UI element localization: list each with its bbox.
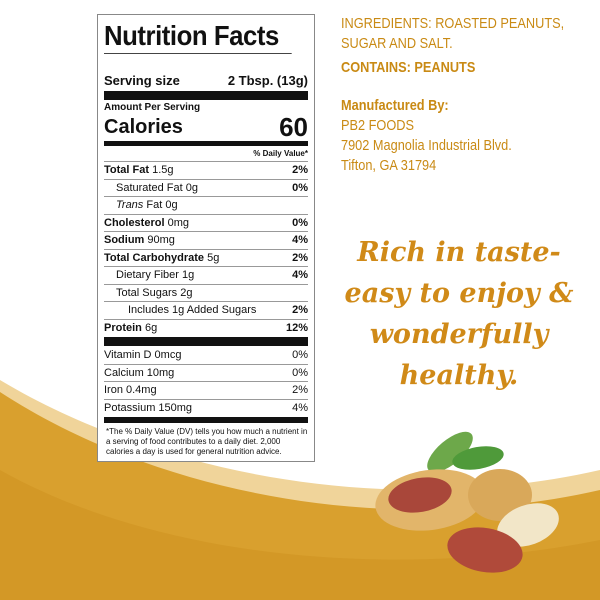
nutrient-label: Cholesterol 0mg <box>104 215 189 232</box>
nutrient-dv: 2% <box>292 304 308 316</box>
nutrient-label: Protein 6g <box>104 320 157 337</box>
peanut-illustration <box>375 431 559 573</box>
nutrient-name: Dietary Fiber <box>116 269 179 281</box>
slogan-line: wonderfully <box>369 319 549 350</box>
nutrient-dv: 12% <box>285 321 308 334</box>
calories-label: Calories <box>104 116 183 138</box>
footnote: *The % Daily Value (DV) tells you how mu… <box>106 427 308 456</box>
nutrient-amount: 1g <box>182 269 195 281</box>
serving-label: Serving size <box>104 73 180 88</box>
divider <box>104 141 308 146</box>
vitamin-dv: 4% <box>292 401 308 414</box>
nutrient-amount: 6g <box>144 321 158 334</box>
serving-size-row: Serving size 2 Tbsp. (13g) <box>104 72 308 90</box>
slogan: Rich in taste- easy to enjoy & wonderful… <box>330 232 588 396</box>
nutrient-label: Trans Fat 0g <box>116 197 178 214</box>
nutrition-title: Nutrition Facts <box>104 19 292 54</box>
nutrient-row: Sodium 90mg 4% <box>104 232 308 250</box>
nutrient-name: Saturated Fat <box>116 181 183 194</box>
amount-per-serving: Amount Per Serving <box>104 102 201 113</box>
vitamin-name: Calcium 10mg <box>104 366 175 379</box>
dv-header: % Daily Value* <box>104 147 308 162</box>
vitamin-name: Potassium 150mg <box>104 401 193 414</box>
nutrient-row: Protein 6g 12% <box>104 320 308 337</box>
slogan-line: healthy. <box>399 360 519 391</box>
vitamin-row: Iron 0.4mg 2% <box>104 382 308 400</box>
nutrient-row: Trans Fat 0g <box>104 197 308 215</box>
nutrient-row: Dietary Fiber 1g 4% <box>104 267 308 285</box>
divider <box>104 91 308 100</box>
vitamin-row: Calcium 10mg 0% <box>104 365 308 382</box>
nutrient-row: Total Carbohydrate 5g 2% <box>104 250 308 267</box>
serving-value: 2 Tbsp. (13g) <box>227 73 308 88</box>
calories-value: 60 <box>279 112 308 142</box>
nutrient-name: Protein <box>104 321 142 334</box>
nutrient-row: Total Sugars 2g <box>104 285 308 302</box>
slogan-line: Rich in taste- <box>357 237 561 268</box>
nutrient-amount: 2g <box>180 286 193 299</box>
divider <box>104 417 308 423</box>
nutrient-row: Total Fat 1.5g 2% <box>104 162 308 180</box>
manufacturer-heading: Manufactured By: <box>341 97 449 114</box>
allergen-statement: CONTAINS: PEANUTS <box>341 59 476 76</box>
nutrient-dv: 2% <box>292 164 308 176</box>
address-line: 7902 Magnolia Industrial Blvd. <box>341 137 512 154</box>
address-line: Tifton, GA 31794 <box>341 157 437 174</box>
vitamin-name: Iron 0.4mg <box>104 384 157 396</box>
nutrient-amount: 0g <box>185 181 198 194</box>
nutrient-dv: 4% <box>292 234 308 246</box>
product-info: INGREDIENTS: ROASTED PEANUTS, SUGAR AND … <box>341 14 600 176</box>
nutrient-row: Includes 1g Added Sugars 2% <box>104 302 308 320</box>
vitamin-row: Vitamin D 0mcg 0% <box>104 347 308 365</box>
vitamin-dv: 0% <box>292 349 308 361</box>
nutrient-name: Trans <box>116 199 144 211</box>
ingredients-line: INGREDIENTS: ROASTED PEANUTS, <box>341 15 565 32</box>
nutrient-label: Sodium 90mg <box>104 232 175 249</box>
nutrient-row: Cholesterol 0mg 0% <box>104 215 308 232</box>
nutrient-label: Total Carbohydrate 5g <box>104 250 219 267</box>
calories-row: Calories 60 <box>104 114 308 140</box>
manufacturer-name: PB2 FOODS <box>341 117 414 134</box>
nutrient-dv: 4% <box>292 269 308 281</box>
nutrient-amount: 5g <box>207 251 220 264</box>
nutrient-amount: 90mg <box>147 234 175 246</box>
vitamin-dv: 0% <box>292 366 308 379</box>
nutrient-name: Total Carbohydrate <box>104 251 205 264</box>
nutrient-dv: 0% <box>292 216 308 229</box>
nutrient-label: Saturated Fat 0g <box>116 180 198 197</box>
nutrient-label: Includes 1g Added Sugars <box>128 302 256 319</box>
nutrient-amount: 0mg <box>167 216 189 229</box>
nutrient-label: Total Fat 1.5g <box>104 162 174 179</box>
divider <box>104 337 308 346</box>
nutrient-amount: 1.5g <box>152 164 174 176</box>
ingredients-line: SUGAR AND SALT. <box>341 35 453 52</box>
vitamin-name: Vitamin D 0mcg <box>104 349 182 361</box>
vitamin-dv: 2% <box>292 384 308 396</box>
nutrient-row: Saturated Fat 0g 0% <box>104 180 308 197</box>
nutrient-name: Total Sugars <box>116 286 178 299</box>
nutrient-name: Sodium <box>104 234 145 246</box>
nutrition-facts-label: Nutrition Facts Serving size 2 Tbsp. (13… <box>97 14 315 462</box>
nutrient-name: Total Fat <box>104 164 150 176</box>
slogan-line: easy to enjoy & <box>344 278 574 309</box>
nutrient-dv: 2% <box>292 251 308 264</box>
nutrient-name: Includes 1g Added Sugars <box>128 304 257 316</box>
nutrient-name: Cholesterol <box>104 216 165 229</box>
vitamin-row: Potassium 150mg 4% <box>104 400 308 417</box>
nutrient-dv: 0% <box>292 181 308 194</box>
nutrient-label: Dietary Fiber 1g <box>116 267 194 284</box>
nutrient-amount: Fat 0g <box>146 199 178 211</box>
nutrient-label: Total Sugars 2g <box>116 285 192 302</box>
